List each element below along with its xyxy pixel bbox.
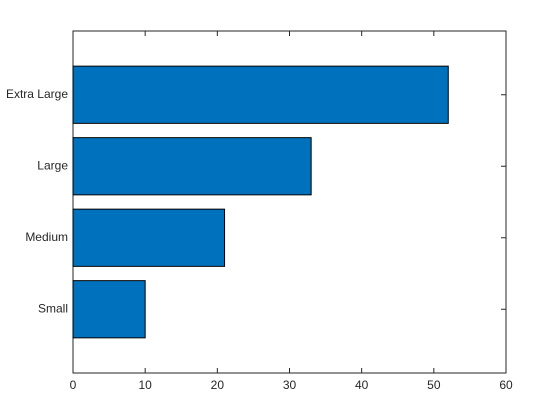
y-tick-label: Large [37,158,68,172]
x-tick-label: 10 [138,378,152,392]
y-tick-label: Small [38,301,68,315]
x-tick-label: 40 [355,378,369,392]
y-tick-label: Extra Large [6,87,68,101]
bar [72,280,146,339]
bar [72,65,449,124]
x-tick-label: 50 [427,378,441,392]
y-tick-label: Medium [25,230,68,244]
x-tick-label: 60 [499,378,513,392]
x-tick-label: 0 [70,378,77,392]
x-tick-label: 30 [283,378,297,392]
x-tick-label: 20 [211,378,225,392]
bar [72,208,226,267]
bar [72,137,312,196]
